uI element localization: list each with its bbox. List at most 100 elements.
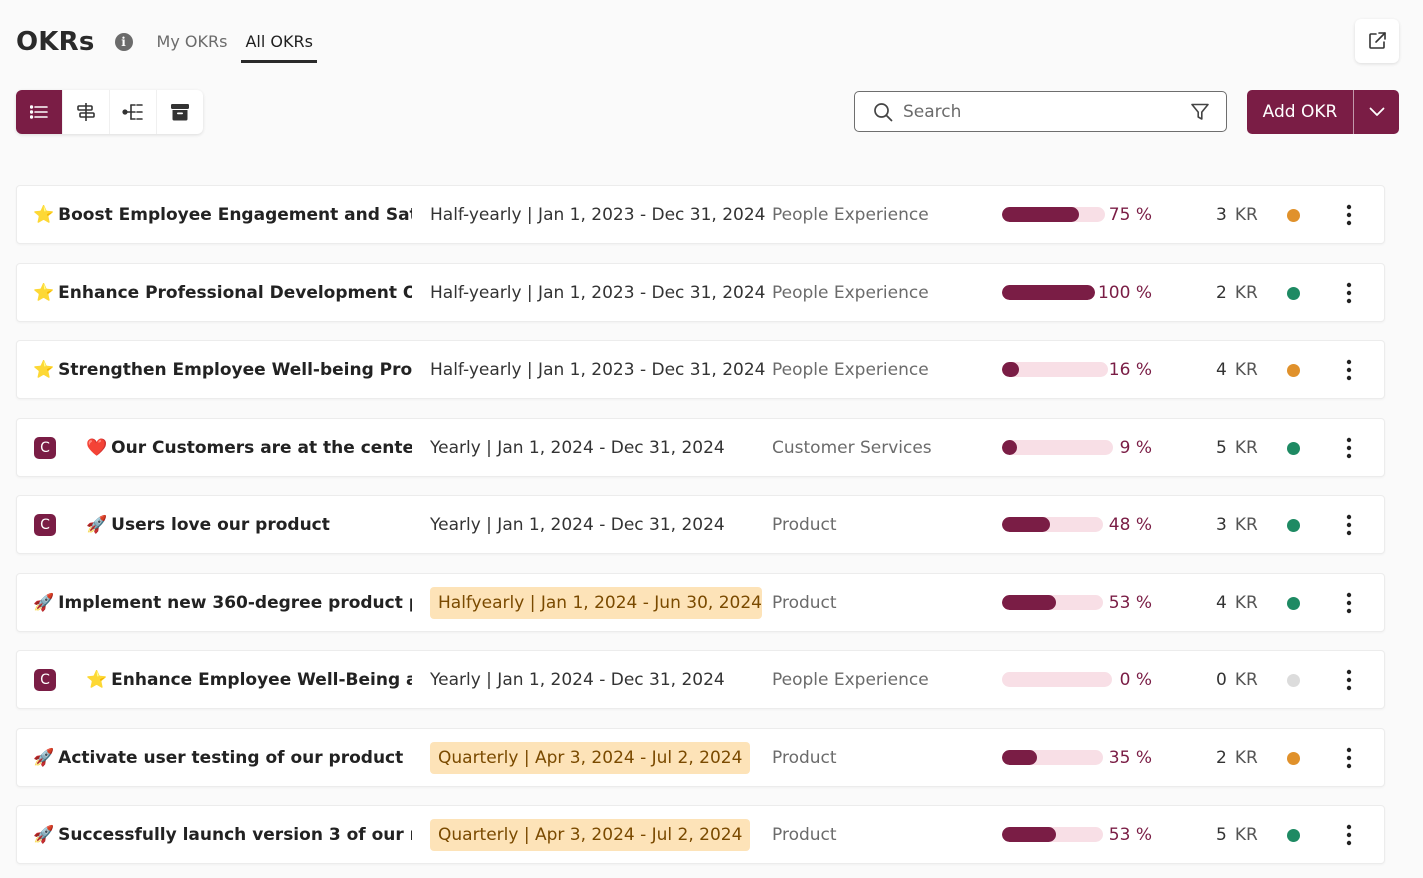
key-results-number: 2: [1216, 747, 1227, 768]
okr-emoji-icon: ⭐: [33, 282, 55, 303]
okr-row[interactable]: 🚀 Implement new 360-degree product p... Ha…: [16, 573, 1385, 632]
page-header: OKRs i My OKRs All OKRs: [16, 22, 327, 63]
search-icon: [873, 102, 893, 122]
more-options-button[interactable]: [1335, 743, 1363, 773]
okr-period: Half-yearly | Jan 1, 2023 - Dec 31, 2024: [430, 186, 766, 243]
status-indicator: [1287, 442, 1300, 455]
okr-period-text: Quarterly | Apr 3, 2024 - Jul 2, 2024: [430, 818, 751, 851]
key-results-count[interactable]: 0 KR: [1216, 651, 1258, 708]
more-options-button[interactable]: [1335, 433, 1363, 463]
more-options-button[interactable]: [1335, 588, 1363, 618]
okr-period: Half-yearly | Jan 1, 2023 - Dec 31, 2024: [430, 341, 766, 398]
key-results-count[interactable]: 5 KR: [1216, 419, 1258, 476]
status-indicator: [1287, 674, 1300, 687]
okr-title-text: Strengthen Employee Well-being Progr...: [58, 359, 412, 380]
filter-icon[interactable]: [1190, 102, 1210, 122]
more-options-button[interactable]: [1335, 510, 1363, 540]
progress-bar-fill: [1002, 517, 1051, 532]
okr-period: Quarterly | Apr 3, 2024 - Jul 2, 2024: [430, 729, 751, 786]
okr-emoji-icon: 🚀: [33, 592, 55, 613]
progress-percent: 9 %: [1119, 437, 1152, 458]
okr-row[interactable]: ⭐ Strengthen Employee Well-being Progr...…: [16, 340, 1385, 399]
progress-bar: [1002, 285, 1095, 300]
progress-bar-fill: [1002, 595, 1056, 610]
okr-category-badge: C: [34, 514, 56, 536]
key-results-count[interactable]: 5 KR: [1216, 806, 1258, 863]
more-options-button[interactable]: [1335, 278, 1363, 308]
okr-title[interactable]: 🚀 Successfully launch version 3 of our m.…: [33, 806, 412, 863]
okr-title[interactable]: ⭐ Strengthen Employee Well-being Progr...: [33, 341, 412, 398]
more-options-button[interactable]: [1335, 665, 1363, 695]
okr-row[interactable]: ⭐ Enhance Professional Development Op... H…: [16, 263, 1385, 322]
key-results-label: KR: [1234, 359, 1258, 380]
okr-team: People Experience: [772, 359, 929, 380]
status-indicator: [1287, 752, 1300, 765]
status-indicator: [1287, 519, 1300, 532]
okr-title[interactable]: ❤️ Our Customers are at the center...: [86, 419, 412, 476]
tab-all-okrs[interactable]: All OKRs: [241, 22, 317, 63]
key-results-label: KR: [1234, 669, 1258, 690]
search-box: [854, 91, 1227, 132]
key-results-count[interactable]: 2 KR: [1216, 729, 1258, 786]
roadmap-view-icon: [77, 103, 95, 121]
add-okr-dropdown-button[interactable]: [1354, 90, 1399, 134]
progress-bar-fill: [1002, 285, 1095, 300]
okr-emoji-icon: 🚀: [33, 747, 55, 768]
list-view-icon: [30, 105, 48, 119]
key-results-label: KR: [1234, 824, 1258, 845]
roadmap-view-button[interactable]: [63, 90, 110, 134]
info-icon[interactable]: i: [114, 33, 133, 51]
okr-tabs: My OKRs All OKRs: [153, 22, 327, 63]
okr-period: Yearly | Jan 1, 2024 - Dec 31, 2024: [430, 419, 725, 476]
okr-title[interactable]: ⭐ Enhance Employee Well-Being a...: [86, 651, 412, 708]
kebab-menu-icon: [1346, 437, 1352, 459]
status-indicator: [1287, 597, 1300, 610]
key-results-number: 0: [1216, 669, 1227, 690]
list-view-button[interactable]: [16, 90, 63, 134]
key-results-number: 2: [1216, 282, 1227, 303]
tab-my-okrs[interactable]: My OKRs: [156, 31, 228, 51]
archive-button[interactable]: [157, 90, 203, 134]
key-results-count[interactable]: 2 KR: [1216, 264, 1258, 321]
kebab-menu-icon: [1346, 514, 1352, 536]
tree-view-button[interactable]: [110, 90, 157, 134]
okr-title[interactable]: 🚀 Activate user testing of our product: [33, 729, 403, 786]
key-results-label: KR: [1234, 514, 1258, 535]
okr-row[interactable]: ⭐Boost Employee Engagement and Satis... H…: [16, 185, 1385, 244]
okr-row[interactable]: C ❤️ Our Customers are at the center... Yea…: [16, 418, 1385, 477]
key-results-count[interactable]: 4 KR: [1216, 574, 1258, 631]
add-okr-button[interactable]: Add OKR: [1262, 102, 1338, 122]
okr-team: People Experience: [772, 282, 929, 303]
key-results-count[interactable]: 3 KR: [1216, 186, 1258, 243]
okr-period-text: Half-yearly | Jan 1, 2023 - Dec 31, 2024: [430, 282, 766, 303]
okr-title[interactable]: 🚀 Implement new 360-degree product p...: [33, 574, 412, 631]
key-results-number: 3: [1216, 204, 1227, 225]
progress-bar: [1002, 207, 1105, 222]
okr-team: Product: [772, 514, 837, 535]
okr-row[interactable]: C 🚀 Users love our product Yearly | Jan 1, …: [16, 495, 1385, 554]
okr-title[interactable]: ⭐ Enhance Professional Development Op...: [33, 264, 412, 321]
progress-bar-fill: [1002, 440, 1017, 455]
key-results-number: 4: [1216, 359, 1227, 380]
okr-title-text: Enhance Employee Well-Being a...: [111, 669, 412, 690]
more-options-button[interactable]: [1335, 820, 1363, 850]
okr-emoji-icon: ⭐: [33, 359, 55, 380]
progress-percent: 75 %: [1108, 204, 1152, 225]
search-input[interactable]: [901, 100, 1190, 123]
key-results-count[interactable]: 4 KR: [1216, 341, 1258, 398]
page-title: OKRs: [16, 27, 95, 57]
okr-row[interactable]: 🚀 Activate user testing of our product Qua…: [16, 728, 1385, 787]
okr-period-text: Yearly | Jan 1, 2024 - Dec 31, 2024: [430, 437, 725, 458]
key-results-count[interactable]: 3 KR: [1216, 496, 1258, 553]
okr-title[interactable]: ⭐Boost Employee Engagement and Satis...: [33, 186, 412, 243]
okr-row[interactable]: 🚀 Successfully launch version 3 of our m.…: [16, 805, 1385, 864]
okr-team: People Experience: [772, 669, 929, 690]
more-options-button[interactable]: [1335, 200, 1363, 230]
status-indicator: [1287, 364, 1300, 377]
progress-percent: 16 %: [1108, 359, 1152, 380]
open-external-button[interactable]: [1355, 19, 1399, 63]
okr-title[interactable]: 🚀 Users love our product: [86, 496, 330, 553]
more-options-button[interactable]: [1335, 355, 1363, 385]
okr-row[interactable]: C ⭐ Enhance Employee Well-Being a... Yearly…: [16, 650, 1385, 709]
progress-bar: [1002, 672, 1112, 687]
